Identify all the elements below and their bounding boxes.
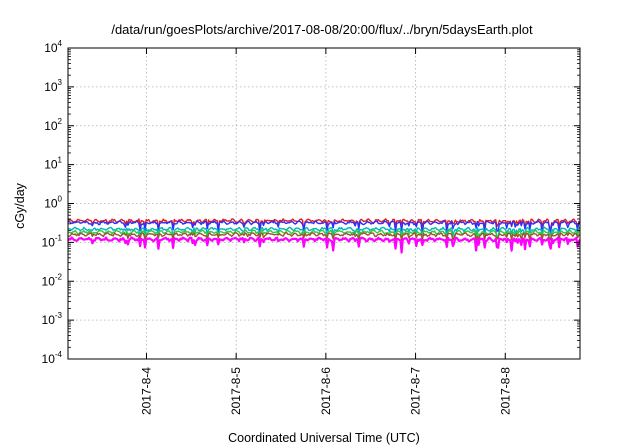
- y-tick-label: 102: [44, 117, 62, 133]
- y-tick-label: 10-4: [42, 350, 63, 366]
- axis-ticks: [68, 47, 580, 360]
- y-tick-label: 104: [44, 39, 62, 55]
- x-tick-labels: 2017-8-4 2017-8-5 2017-8-6 2017-8-7 2017-8-8: [139, 367, 512, 415]
- x-tick-label: 2017-8-5: [229, 367, 243, 415]
- data-series: [67, 218, 581, 254]
- series-line: [67, 218, 581, 231]
- y-tick-label: 103: [44, 78, 62, 94]
- series-line: [67, 226, 581, 240]
- x-tick-label: 2017-8-4: [139, 367, 153, 415]
- y-tick-label: 10-2: [42, 272, 63, 288]
- grid: [68, 48, 580, 359]
- series-line: [67, 236, 581, 254]
- y-tick-label: 10-3: [42, 311, 63, 327]
- series-line: [67, 220, 581, 235]
- y-tick-label: 101: [44, 156, 62, 172]
- x-tick-label: 2017-8-8: [498, 367, 512, 415]
- series-line: [67, 229, 581, 241]
- series-line: [67, 231, 581, 242]
- chart-title: /data/run/goesPlots/archive/2017-08-08/2…: [111, 22, 533, 37]
- y-tick-label: 100: [44, 195, 62, 211]
- y-axis-label: cGy/day: [13, 182, 27, 229]
- y-tick-labels: 10-4 10-3 10-2 10-1 100 101 102 103 104: [42, 39, 63, 366]
- x-tick-label: 2017-8-7: [409, 367, 423, 415]
- x-axis-label: Coordinated Universal Time (UTC): [228, 431, 420, 445]
- x-tick-label: 2017-8-6: [319, 367, 333, 415]
- y-tick-label: 10-1: [42, 233, 63, 249]
